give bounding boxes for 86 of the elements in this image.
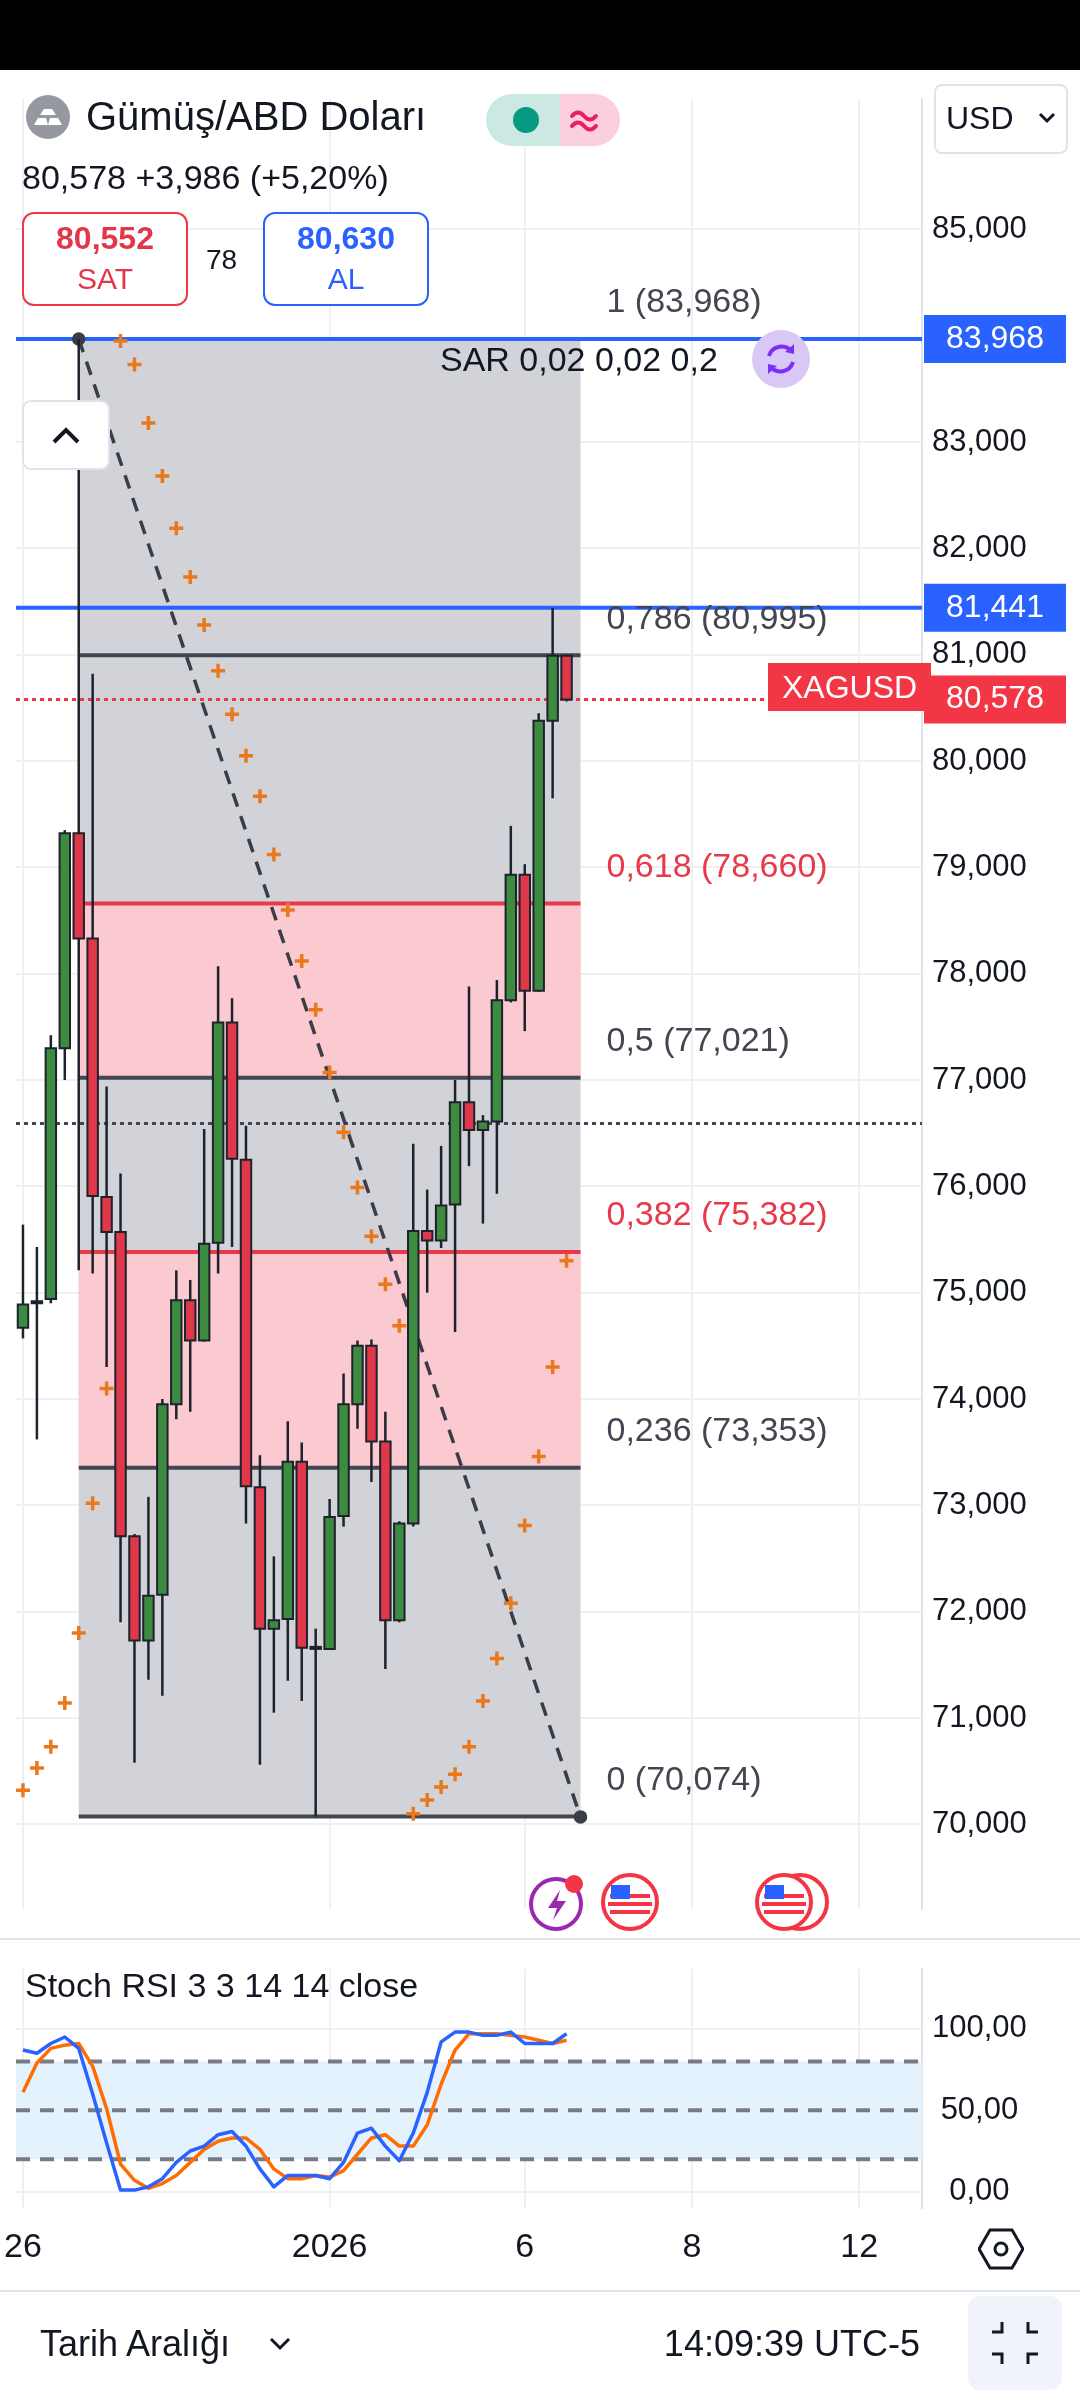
annotation: 78 — [206, 244, 238, 275]
point — [446, 1765, 464, 1784]
point — [543, 1358, 562, 1376]
y-tick-label: 100,00 — [931, 2009, 1027, 2045]
y-tick-label: 74,000 — [931, 1379, 1027, 1415]
chart-title: Stoch RSI 3 3 14 14 close — [25, 1966, 419, 2004]
y-tick-label: 81,000 — [931, 635, 1027, 671]
point — [223, 705, 241, 723]
point — [97, 1379, 116, 1398]
annotation: AL — [326, 262, 366, 295]
annotation: 1 (83,968) — [606, 281, 762, 320]
text: 14:09:39 UTC-5 — [662, 2323, 920, 2364]
point — [460, 1737, 478, 1756]
y-tick-label: 83,000 — [931, 422, 1027, 458]
ref-line-label: 0,618 (78,660) — [606, 845, 828, 884]
point — [292, 952, 311, 970]
annotation: SAR 0,02 0,02 0,2 — [440, 340, 718, 378]
point — [418, 1791, 436, 1809]
point — [279, 901, 297, 919]
point — [83, 1494, 102, 1512]
y-tick-label: 75,000 — [931, 1273, 1027, 1309]
point — [167, 519, 186, 537]
point — [529, 1447, 548, 1466]
point — [404, 1804, 422, 1823]
point — [432, 1778, 450, 1796]
annotation: 80,578 +3,986 (+5,20%) — [22, 158, 389, 196]
x-tick-label: 6 — [515, 2226, 535, 2265]
ref-line-label: 0,382 (75,382) — [606, 1194, 828, 1233]
y-tick-label: 77,000 — [931, 1060, 1027, 1096]
point — [195, 616, 213, 634]
y-tick-label: 80,000 — [931, 741, 1027, 777]
ref-line-label: 0,236 (73,353) — [606, 1410, 828, 1449]
point — [265, 845, 283, 864]
point — [181, 568, 199, 586]
point — [28, 1759, 46, 1777]
y-tick-label: 76,000 — [931, 1166, 1027, 1202]
ref-line-label: 80,578 — [946, 679, 1044, 716]
y-tick-label: 78,000 — [931, 954, 1027, 990]
point — [69, 1624, 88, 1642]
ref-line-label: 0 (70,074) — [606, 1758, 762, 1797]
x-tick-label: 8 — [682, 2226, 702, 2265]
point — [306, 1001, 325, 1019]
text: USD — [946, 100, 1014, 136]
y-tick-label: 0,00 — [949, 2172, 1010, 2208]
point — [376, 1275, 395, 1293]
y-tick-label: 85,000 — [931, 209, 1027, 245]
y-tick-label: 79,000 — [931, 847, 1027, 883]
point — [557, 1252, 576, 1270]
y-tick-label: 70,000 — [931, 1804, 1027, 1840]
point — [320, 1063, 339, 1082]
point — [516, 1516, 534, 1535]
y-tick-label: 73,000 — [931, 1485, 1027, 1521]
point — [251, 787, 269, 805]
ref-line-label: 0,5 (77,021) — [606, 1020, 790, 1059]
annotation: 80,630 — [296, 220, 396, 256]
point — [488, 1649, 506, 1668]
annotation: SAT — [75, 262, 135, 295]
point — [14, 1781, 32, 1800]
x-tick-label: 2026 — [291, 2226, 368, 2265]
annotation: 80,552 — [55, 220, 155, 256]
point — [390, 1316, 409, 1335]
text: Tarih Aralığı — [40, 2323, 231, 2364]
point — [334, 1123, 353, 1141]
point — [139, 414, 158, 432]
point — [237, 746, 255, 765]
x-tick-label: 12 — [840, 2226, 879, 2265]
ref-line-label: 81,441 — [946, 587, 1044, 624]
y-tick-label: 71,000 — [931, 1698, 1027, 1734]
x-tick-label: 26 — [4, 2226, 42, 2265]
point — [348, 1178, 367, 1197]
point — [153, 467, 172, 485]
ref-line-label: 83,968 — [946, 318, 1044, 355]
y-tick-label: 82,000 — [931, 528, 1027, 564]
point — [56, 1694, 74, 1712]
y-tick-label: 72,000 — [931, 1592, 1027, 1628]
point — [362, 1227, 381, 1246]
point — [42, 1737, 60, 1756]
point — [573, 1810, 588, 1824]
point — [502, 1594, 520, 1612]
point — [209, 661, 227, 680]
chart-title: Gümüş/ABD Doları — [86, 94, 427, 138]
point — [474, 1692, 492, 1710]
point — [125, 355, 144, 374]
y-tick-label: 50,00 — [940, 2090, 1019, 2126]
point — [111, 332, 130, 350]
annotation: XAGUSD — [768, 663, 932, 711]
